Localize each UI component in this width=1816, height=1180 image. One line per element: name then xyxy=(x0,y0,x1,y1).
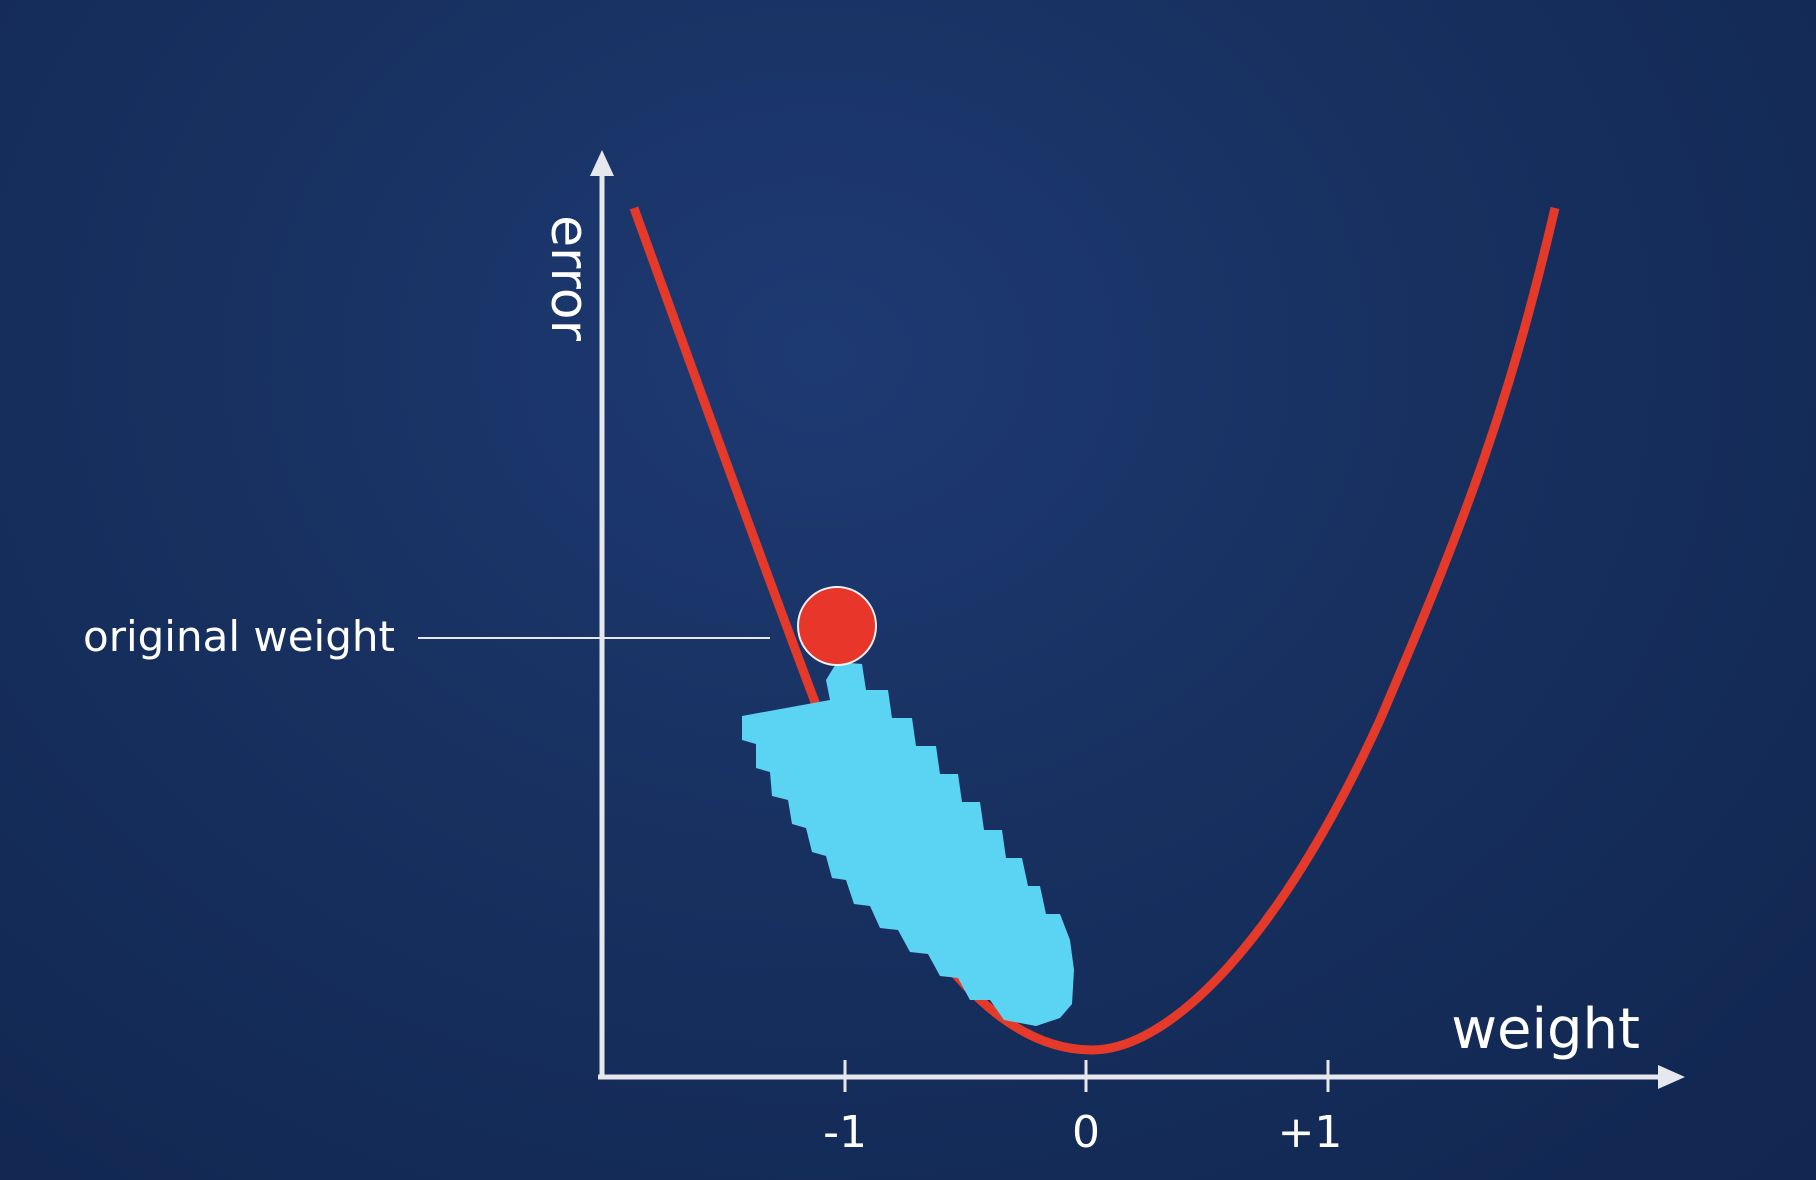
tick-label-plus-1: +1 xyxy=(1278,1107,1343,1158)
y-axis-label: error xyxy=(539,215,599,342)
tick-label-0: 0 xyxy=(1072,1107,1100,1158)
error-curve xyxy=(629,206,1560,1055)
tick-label-minus-1: -1 xyxy=(823,1107,867,1158)
x-axis-ticks xyxy=(843,1060,1330,1092)
original-weight-label: original weight xyxy=(83,612,395,661)
x-axis xyxy=(598,1065,1685,1089)
x-axis-label: weight xyxy=(1451,997,1640,1062)
descent-arrow xyxy=(742,662,1074,1026)
y-axis xyxy=(590,150,614,1077)
original-weight-ball xyxy=(797,586,877,666)
